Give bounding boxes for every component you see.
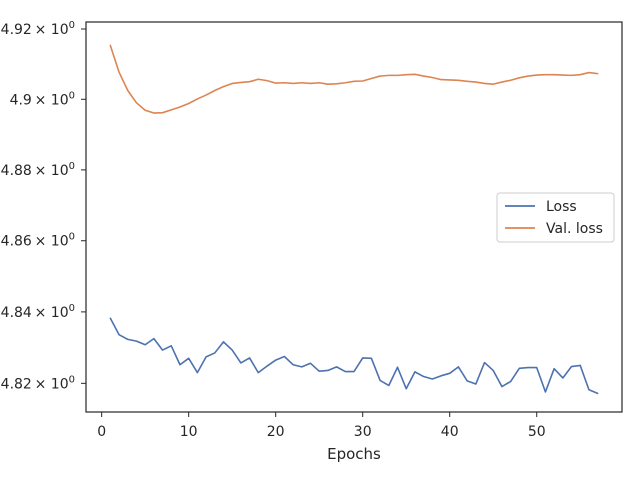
x-tick-label: 30 — [354, 424, 372, 440]
y-tick-exponent: 0 — [69, 374, 75, 385]
y-tick-base: 4.92 — [1, 22, 32, 38]
x-tick-label: 40 — [441, 424, 459, 440]
legend-label: Val. loss — [546, 221, 603, 237]
y-tick-multiplier: × 10 — [32, 234, 69, 250]
y-tick-label: 4.86 × 100 — [1, 232, 75, 250]
y-tick-multiplier: × 10 — [32, 163, 69, 179]
y-tick-exponent: 0 — [69, 303, 75, 314]
y-tick-multiplier: × 10 — [32, 376, 69, 392]
x-axis-label: Epochs — [327, 445, 381, 463]
x-tick-label: 0 — [97, 424, 106, 440]
legend-label: Loss — [546, 199, 577, 215]
y-tick-label: 4.88 × 100 — [1, 161, 75, 179]
y-tick-base: 4.84 — [1, 305, 32, 321]
y-tick-label: 4.84 × 100 — [1, 303, 75, 321]
series-layer — [109, 44, 599, 395]
y-tick-base: 4.9 — [10, 92, 32, 108]
series-line-0 — [109, 317, 599, 395]
legend: Loss Val. loss — [496, 192, 615, 243]
y-tick-exponent: 0 — [69, 20, 75, 31]
plot-frame — [85, 21, 623, 413]
y-tick-base: 4.88 — [1, 163, 32, 179]
y-tick-label: 4.82 × 100 — [1, 374, 75, 392]
x-axis-ticks: 0 10 20 30 40 50 — [97, 412, 546, 440]
series-line-1 — [109, 44, 599, 114]
x-tick-label: 10 — [180, 424, 198, 440]
y-tick-exponent: 0 — [69, 161, 75, 172]
y-tick-label: 4.9 × 100 — [10, 90, 75, 108]
y-tick-base: 4.82 — [1, 376, 32, 392]
y-tick-exponent: 0 — [69, 232, 75, 243]
x-tick-label: 50 — [528, 424, 546, 440]
y-tick-base: 4.86 — [1, 234, 32, 250]
y-tick-multiplier: × 10 — [32, 22, 69, 38]
y-tick-multiplier: × 10 — [32, 92, 69, 108]
y-tick-exponent: 0 — [69, 90, 75, 101]
x-tick-label: 20 — [267, 424, 285, 440]
y-tick-label: 4.92 × 100 — [1, 20, 75, 38]
y-tick-multiplier: × 10 — [32, 305, 69, 321]
